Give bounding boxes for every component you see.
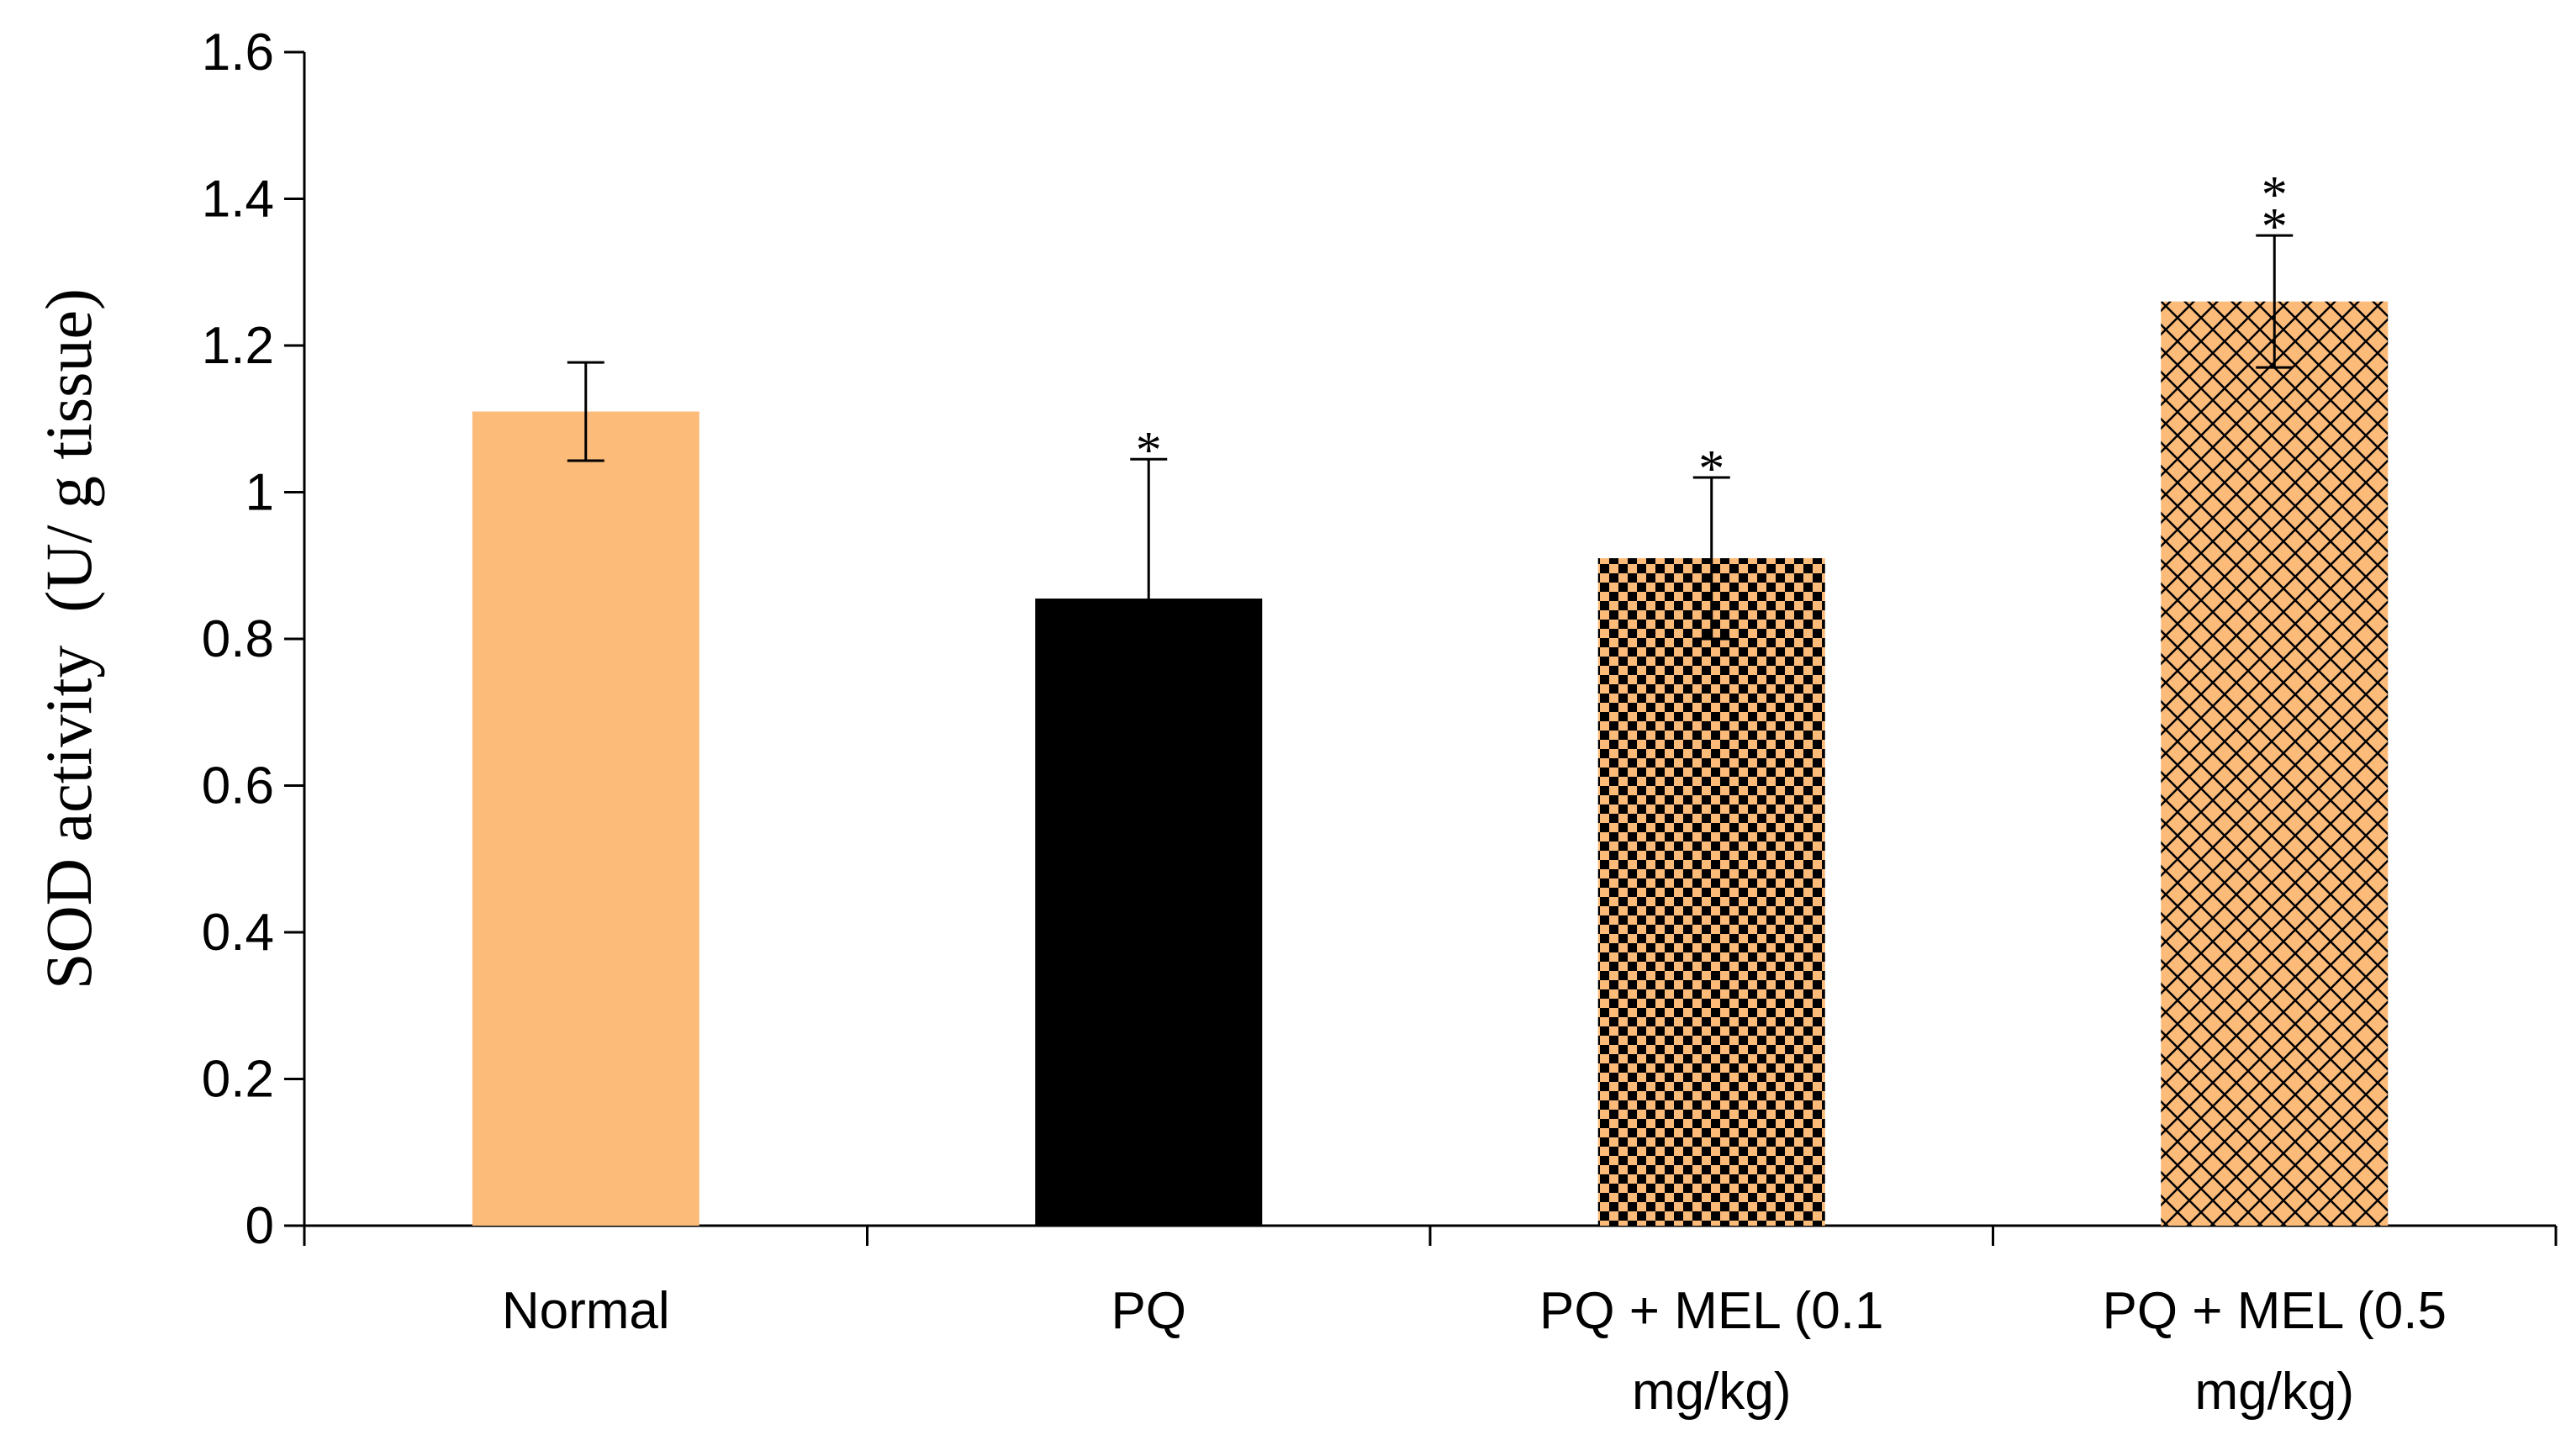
bar-2: [1597, 558, 1825, 1226]
y-tick-label: 1.6: [202, 24, 274, 82]
bar-3: [2161, 301, 2389, 1226]
y-axis-title: SOD activity (U/ g tissue): [32, 288, 105, 989]
y-tick-label: 0.4: [202, 904, 274, 962]
category-label-3: PQ + MEL (0.5: [2103, 1282, 2447, 1340]
y-tick-label: 1.4: [202, 171, 274, 229]
category-label-2: mg/kg): [1632, 1363, 1791, 1421]
category-label-0: Normal: [502, 1282, 670, 1340]
bar-0: [472, 411, 700, 1226]
category-label-1: PQ: [1111, 1282, 1186, 1340]
y-tick-label: 0.6: [202, 757, 274, 815]
y-tick-label: 0.2: [202, 1051, 274, 1109]
significance-marker-3: *: [2262, 166, 2288, 224]
significance-marker-3: *: [2262, 198, 2288, 256]
significance-marker-1: *: [1136, 422, 1162, 479]
y-tick-label: 0: [245, 1197, 274, 1255]
category-label-3: mg/kg): [2195, 1363, 2354, 1421]
y-tick-label: 1.2: [202, 317, 274, 375]
y-tick-label: 1: [245, 464, 274, 522]
y-tick-label: 0.8: [202, 610, 274, 668]
significance-marker-2: *: [1698, 440, 1724, 498]
category-label-2: PQ + MEL (0.1: [1539, 1282, 1883, 1340]
